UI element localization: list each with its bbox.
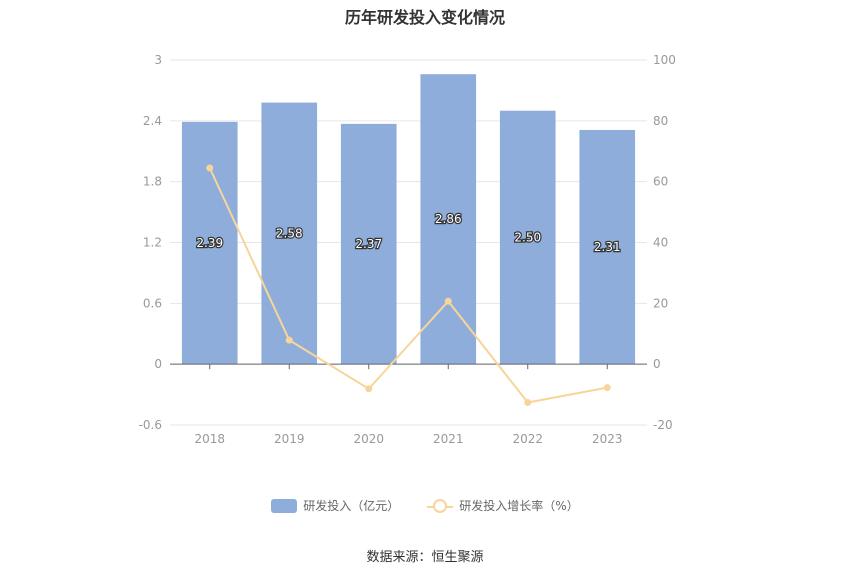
y-right-tick-label: 40 — [653, 236, 668, 250]
y-right-tick-label: 60 — [653, 175, 668, 189]
bar-data-label: 2.50 — [514, 230, 541, 244]
bar-data-label: 2.86 — [435, 212, 462, 226]
x-tick-label: 2019 — [274, 432, 305, 446]
bar — [261, 102, 318, 365]
growth-rate-point — [365, 385, 373, 393]
data-source-text: 数据来源：恒生聚源 — [366, 550, 484, 565]
bar — [340, 123, 397, 365]
growth-rate-point — [603, 384, 611, 392]
bar-data-label: 2.39 — [196, 236, 223, 250]
bar — [181, 121, 238, 365]
legend-label-line: 研发投入增长率（%） — [459, 499, 579, 513]
x-tick-label: 2020 — [353, 432, 384, 446]
chart-legend: 研发投入（亿元） 研发投入增长率（%） — [0, 497, 850, 514]
bar-data-label: 2.58 — [276, 226, 303, 240]
y-right-tick-label: -20 — [653, 418, 673, 432]
growth-rate-point — [285, 336, 293, 344]
y-left-tick-label: 2.4 — [143, 114, 162, 128]
y-left-tick-label: 1.8 — [143, 175, 162, 189]
bar — [420, 74, 477, 365]
legend-line-swatch — [427, 498, 454, 513]
y-left-tick-label: 3 — [154, 53, 162, 67]
y-right-tick-label: 0 — [653, 357, 661, 371]
legend-label-bar: 研发投入（亿元） — [303, 499, 400, 513]
y-right-tick-label: 100 — [653, 53, 676, 67]
chart-title: 历年研发投入变化情况 — [344, 8, 505, 27]
x-tick-label: 2023 — [592, 432, 623, 446]
growth-rate-point — [444, 297, 452, 305]
bar — [499, 110, 556, 365]
growth-rate-line — [208, 167, 608, 404]
growth-rate-point — [524, 398, 532, 406]
x-tick-label: 2018 — [194, 432, 225, 446]
legend-item-line[interactable]: 研发投入增长率（%） — [427, 497, 579, 514]
chart-canvas: 3 2.4 1.8 1.2 0.6 0 -0.6 100 80 60 40 20 0 -20 2018 201… — [139, 53, 676, 446]
y-left-tick-label: 0.6 — [143, 296, 162, 310]
y-left-tick-label: 0 — [154, 357, 162, 371]
x-tick-label: 2021 — [433, 432, 464, 446]
y-left-tick-label: 1.2 — [143, 236, 162, 250]
legend-item-bar[interactable]: 研发投入（亿元） — [271, 497, 399, 514]
bar — [579, 129, 636, 365]
bar-data-label: 2.31 — [594, 240, 621, 254]
y-right-tick-label: 20 — [653, 296, 668, 310]
growth-rate-point — [206, 164, 214, 172]
y-right-tick-label: 80 — [653, 114, 668, 128]
y-left-tick-label: -0.6 — [139, 418, 162, 432]
bar-data-label: 2.37 — [355, 237, 382, 251]
x-tick-label: 2022 — [512, 432, 543, 446]
legend-bar-swatch — [271, 498, 298, 513]
